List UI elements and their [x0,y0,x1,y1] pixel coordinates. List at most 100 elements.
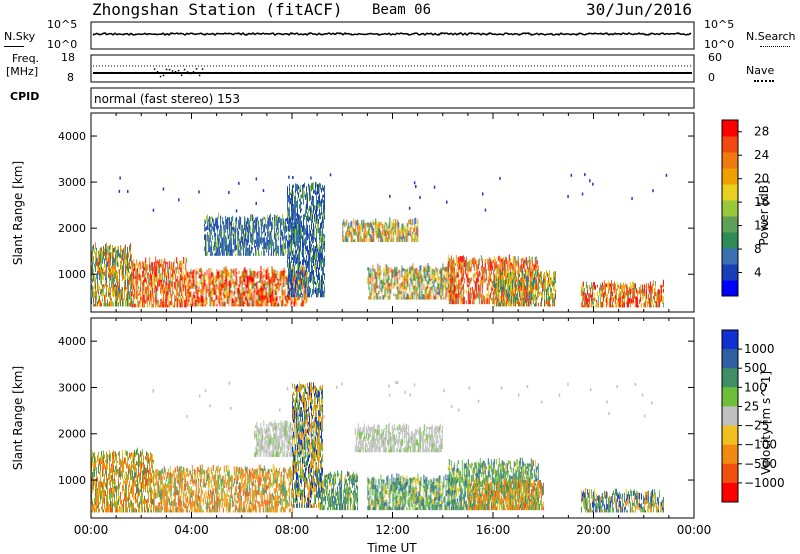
power-cell-6 [444,267,446,272]
power-cell-9 [609,291,611,297]
power-cell-7 [462,255,464,262]
power-cell-4 [302,248,303,253]
power-cell-2 [268,291,270,298]
power-cell-3 [249,247,251,250]
power-cell-1 [179,291,181,297]
nave-dot [153,68,156,70]
power-cell-1 [155,276,157,281]
power-cell-4 [321,230,322,238]
power-cell-2 [250,297,252,301]
power-cell-6 [374,287,376,293]
power-cell-7 [470,292,472,299]
power-cell-4 [287,206,288,211]
power-cell-9 [634,288,636,292]
power-cell-2 [268,276,270,281]
power-cell-7 [534,263,536,268]
power-cell-2 [255,282,257,289]
power-cell-2 [224,294,226,299]
power-cell-6 [426,294,428,300]
power-cell-2 [196,271,198,275]
power-cell-4 [319,280,320,287]
power-cell-0 [103,271,104,276]
power-cell-4 [291,234,292,238]
power-cell-6 [386,287,388,291]
power-cell-3 [284,232,286,240]
power-cell-5 [360,232,362,236]
power-cell-5 [358,231,360,235]
power-cell-9 [645,283,647,290]
power-cell-0 [115,290,116,297]
power-cell-0 [114,258,115,263]
power-cell-3 [273,242,275,245]
power-cell-4 [323,223,324,229]
power-cell-8 [535,296,536,303]
power-cell-8 [503,270,504,277]
power-cell-4 [313,182,314,189]
power-cell-3 [239,238,241,245]
power-cell-3 [249,224,251,231]
power-cell-3 [214,236,216,242]
power-cell-7 [471,286,473,292]
power-cell-1 [134,303,136,308]
power-cell-0 [130,281,131,287]
power-cell-2 [263,291,265,297]
power-cell-9 [625,291,627,296]
power-cell-0 [104,248,105,252]
power-cell-2 [223,286,225,292]
power-cell-4 [295,228,296,234]
power-cell-2 [272,295,274,299]
power-cell-4 [324,258,325,262]
power-cell-6 [432,287,434,294]
power-cell-7 [473,280,475,284]
power-cell-3 [274,231,276,234]
power-cell-6 [444,283,446,290]
power-cell-6 [391,269,393,274]
power-cell-3 [257,216,259,222]
power-cell-2 [188,288,190,296]
power-cell-8 [503,276,504,280]
power-cell-3 [207,232,209,239]
power-cell-9 [626,299,628,303]
power-cell-1 [157,263,159,270]
power-cell-2 [264,280,266,286]
power-cell-3 [235,218,237,222]
power-cell-6 [421,277,423,285]
power-cell-8 [525,293,526,299]
power-cell-3 [247,239,249,246]
power-cell-8 [497,279,498,282]
power-cell-2 [260,272,262,275]
power-cell-2 [234,285,236,288]
power-cell-8 [511,303,512,307]
power-cell-0 [92,245,93,251]
power-cell-7 [498,299,500,305]
power-cell-7 [490,261,492,269]
power-cell-4 [319,230,320,237]
power-cell-7 [514,256,516,264]
power-cell-7 [470,264,472,272]
power-cell-6 [421,275,423,278]
power-cell-7 [475,267,477,272]
power-cell-1 [145,300,147,304]
power-cell-6 [368,267,370,275]
power-cell-1 [149,278,151,283]
power-cell-8 [509,272,510,280]
power-cell-7 [520,263,522,269]
power-cell-1 [185,268,187,271]
power-cell-2 [248,275,250,281]
power-cell-2 [243,287,245,292]
power-cell-5 [349,226,351,231]
power-cell-9 [628,287,630,292]
power-cell-9 [632,281,634,288]
power-cell-2 [215,293,217,300]
power-cell-1 [140,280,142,288]
power-cell-1 [169,263,171,269]
power-cell-7 [459,269,461,273]
power-cell-7 [464,259,466,267]
power-cell-2 [268,300,270,304]
power-cell-7 [454,277,456,283]
power-cell-8 [500,279,501,287]
power-cell-2 [253,288,255,291]
power-cell-3 [236,217,238,221]
power-cell-7 [452,264,454,271]
power-cell-0 [96,300,97,307]
